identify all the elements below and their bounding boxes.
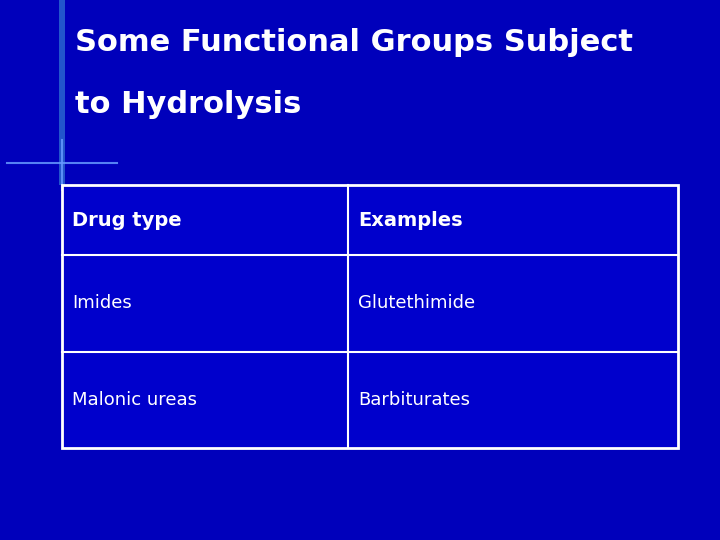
Text: Examples: Examples	[359, 211, 463, 229]
Text: Imides: Imides	[72, 294, 132, 312]
Text: Glutethimide: Glutethimide	[359, 294, 476, 312]
Text: to Hydrolysis: to Hydrolysis	[75, 90, 302, 119]
Text: Malonic ureas: Malonic ureas	[72, 391, 197, 409]
Text: Barbiturates: Barbiturates	[359, 391, 470, 409]
Bar	[59, 0, 65, 185]
Bar	[62, 185, 678, 448]
Text: Some Functional Groups Subject: Some Functional Groups Subject	[75, 28, 633, 57]
Text: Drug type: Drug type	[72, 211, 181, 229]
